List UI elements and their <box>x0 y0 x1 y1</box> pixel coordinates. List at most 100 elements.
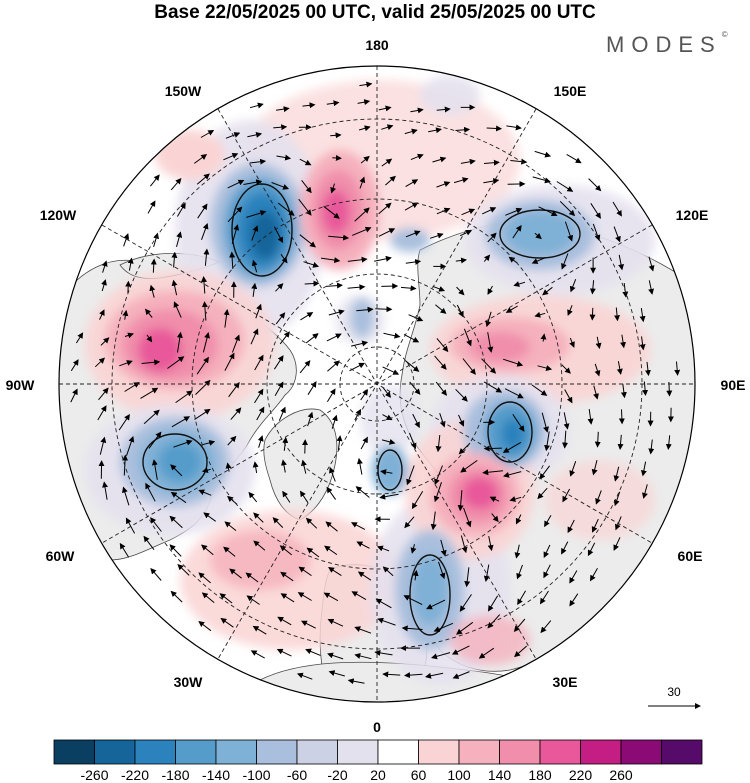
wind-vector <box>357 571 372 581</box>
map-title: Base 22/05/2025 00 UTC, valid 25/05/2025… <box>154 2 596 23</box>
wind-vector <box>531 384 548 396</box>
wind-vector <box>616 361 623 375</box>
wind-vector <box>451 645 470 655</box>
wind-vector <box>230 407 242 420</box>
wind-vector <box>435 304 447 314</box>
wind-vector <box>273 124 288 131</box>
wind-vector <box>201 592 215 603</box>
wind-vector <box>534 311 546 318</box>
wind-vector <box>323 205 340 219</box>
wind-vector <box>354 626 372 634</box>
wind-vector <box>347 284 366 291</box>
wind-vector <box>94 357 106 368</box>
wind-vector <box>487 535 494 552</box>
wind-vector <box>201 467 211 474</box>
wind-vector <box>517 590 527 606</box>
lon-label-150e: 150E <box>554 83 587 99</box>
wind-vector <box>299 360 311 374</box>
wind-vector <box>148 431 162 449</box>
wind-vector <box>302 102 316 109</box>
colorbar-tick-label: -180 <box>161 767 190 783</box>
wind-vector <box>639 308 646 323</box>
wind-vector <box>301 459 307 474</box>
wind-vector <box>351 591 367 601</box>
wind-vector <box>381 124 394 131</box>
wind-vector <box>323 592 339 602</box>
wind-vector <box>126 435 135 456</box>
wind-vector <box>541 412 549 433</box>
wind-vector <box>502 441 522 453</box>
wind-vector <box>483 159 500 166</box>
wind-vector <box>461 208 476 216</box>
wind-vector <box>251 282 258 297</box>
anomaly-shading <box>85 75 655 685</box>
wind-vector <box>254 388 264 404</box>
wind-vector <box>350 340 369 347</box>
wind-vector <box>429 232 444 239</box>
wind-vector <box>325 282 343 289</box>
wind-vector <box>360 155 370 164</box>
wind-vector <box>567 305 573 316</box>
reference-vector-label: 30 <box>667 685 681 699</box>
wind-vector <box>613 491 621 507</box>
wind-vector <box>380 469 393 476</box>
colorbar-swatch <box>256 739 298 765</box>
wind-vector <box>328 567 342 577</box>
logo-text: MODES <box>606 32 722 57</box>
wind-vector <box>404 516 415 529</box>
wind-vector <box>98 387 109 401</box>
wind-vector <box>200 276 207 294</box>
wind-vector <box>455 257 467 264</box>
wind-vector <box>436 338 449 353</box>
colorbar-tick-label: -100 <box>242 767 271 783</box>
wind-vector <box>381 438 396 445</box>
wind-vector <box>487 285 494 295</box>
wind-vector <box>531 257 546 264</box>
wind-vector <box>195 379 211 395</box>
wind-vector <box>382 671 401 678</box>
wind-vector <box>613 226 621 243</box>
wind-vector <box>562 488 571 503</box>
wind-vector <box>591 518 599 533</box>
wind-vector <box>280 571 294 582</box>
wind-vector <box>378 202 392 215</box>
wind-vector <box>588 178 602 192</box>
wind-vector <box>169 515 183 529</box>
wind-vector <box>354 207 370 222</box>
wind-vector <box>194 154 208 164</box>
wind-vector <box>540 333 547 342</box>
wind-vector <box>301 179 312 194</box>
wind-vector <box>544 431 551 452</box>
colorbar-swatch <box>499 739 541 765</box>
wind-vector <box>275 312 286 325</box>
wind-vector <box>331 414 338 429</box>
wind-vector <box>665 435 672 450</box>
wind-vector <box>589 280 596 295</box>
wind-vector <box>326 333 342 342</box>
wind-vector <box>403 595 423 606</box>
wind-vector <box>276 648 292 657</box>
greenland <box>263 408 338 521</box>
wind-vector <box>430 511 437 531</box>
wind-vector <box>296 672 313 680</box>
wind-vector <box>220 617 234 628</box>
wind-vector <box>140 387 159 399</box>
wind-vector <box>404 672 423 679</box>
wind-vector <box>487 595 499 612</box>
wind-vector <box>564 221 574 242</box>
wind-vector <box>432 156 447 163</box>
wind-vector <box>512 414 525 432</box>
wind-vector <box>171 279 178 296</box>
wind-vector <box>592 223 601 242</box>
wind-vector <box>463 328 472 347</box>
lon-label-60e: 60E <box>678 548 703 564</box>
wind-vector <box>354 408 362 421</box>
wind-vector <box>374 255 392 262</box>
wind-vector <box>360 389 369 401</box>
wind-vector <box>122 309 129 320</box>
wind-vector <box>97 405 107 421</box>
wind-vector <box>463 507 472 528</box>
wind-vector <box>377 617 396 626</box>
wind-vector <box>563 412 570 430</box>
